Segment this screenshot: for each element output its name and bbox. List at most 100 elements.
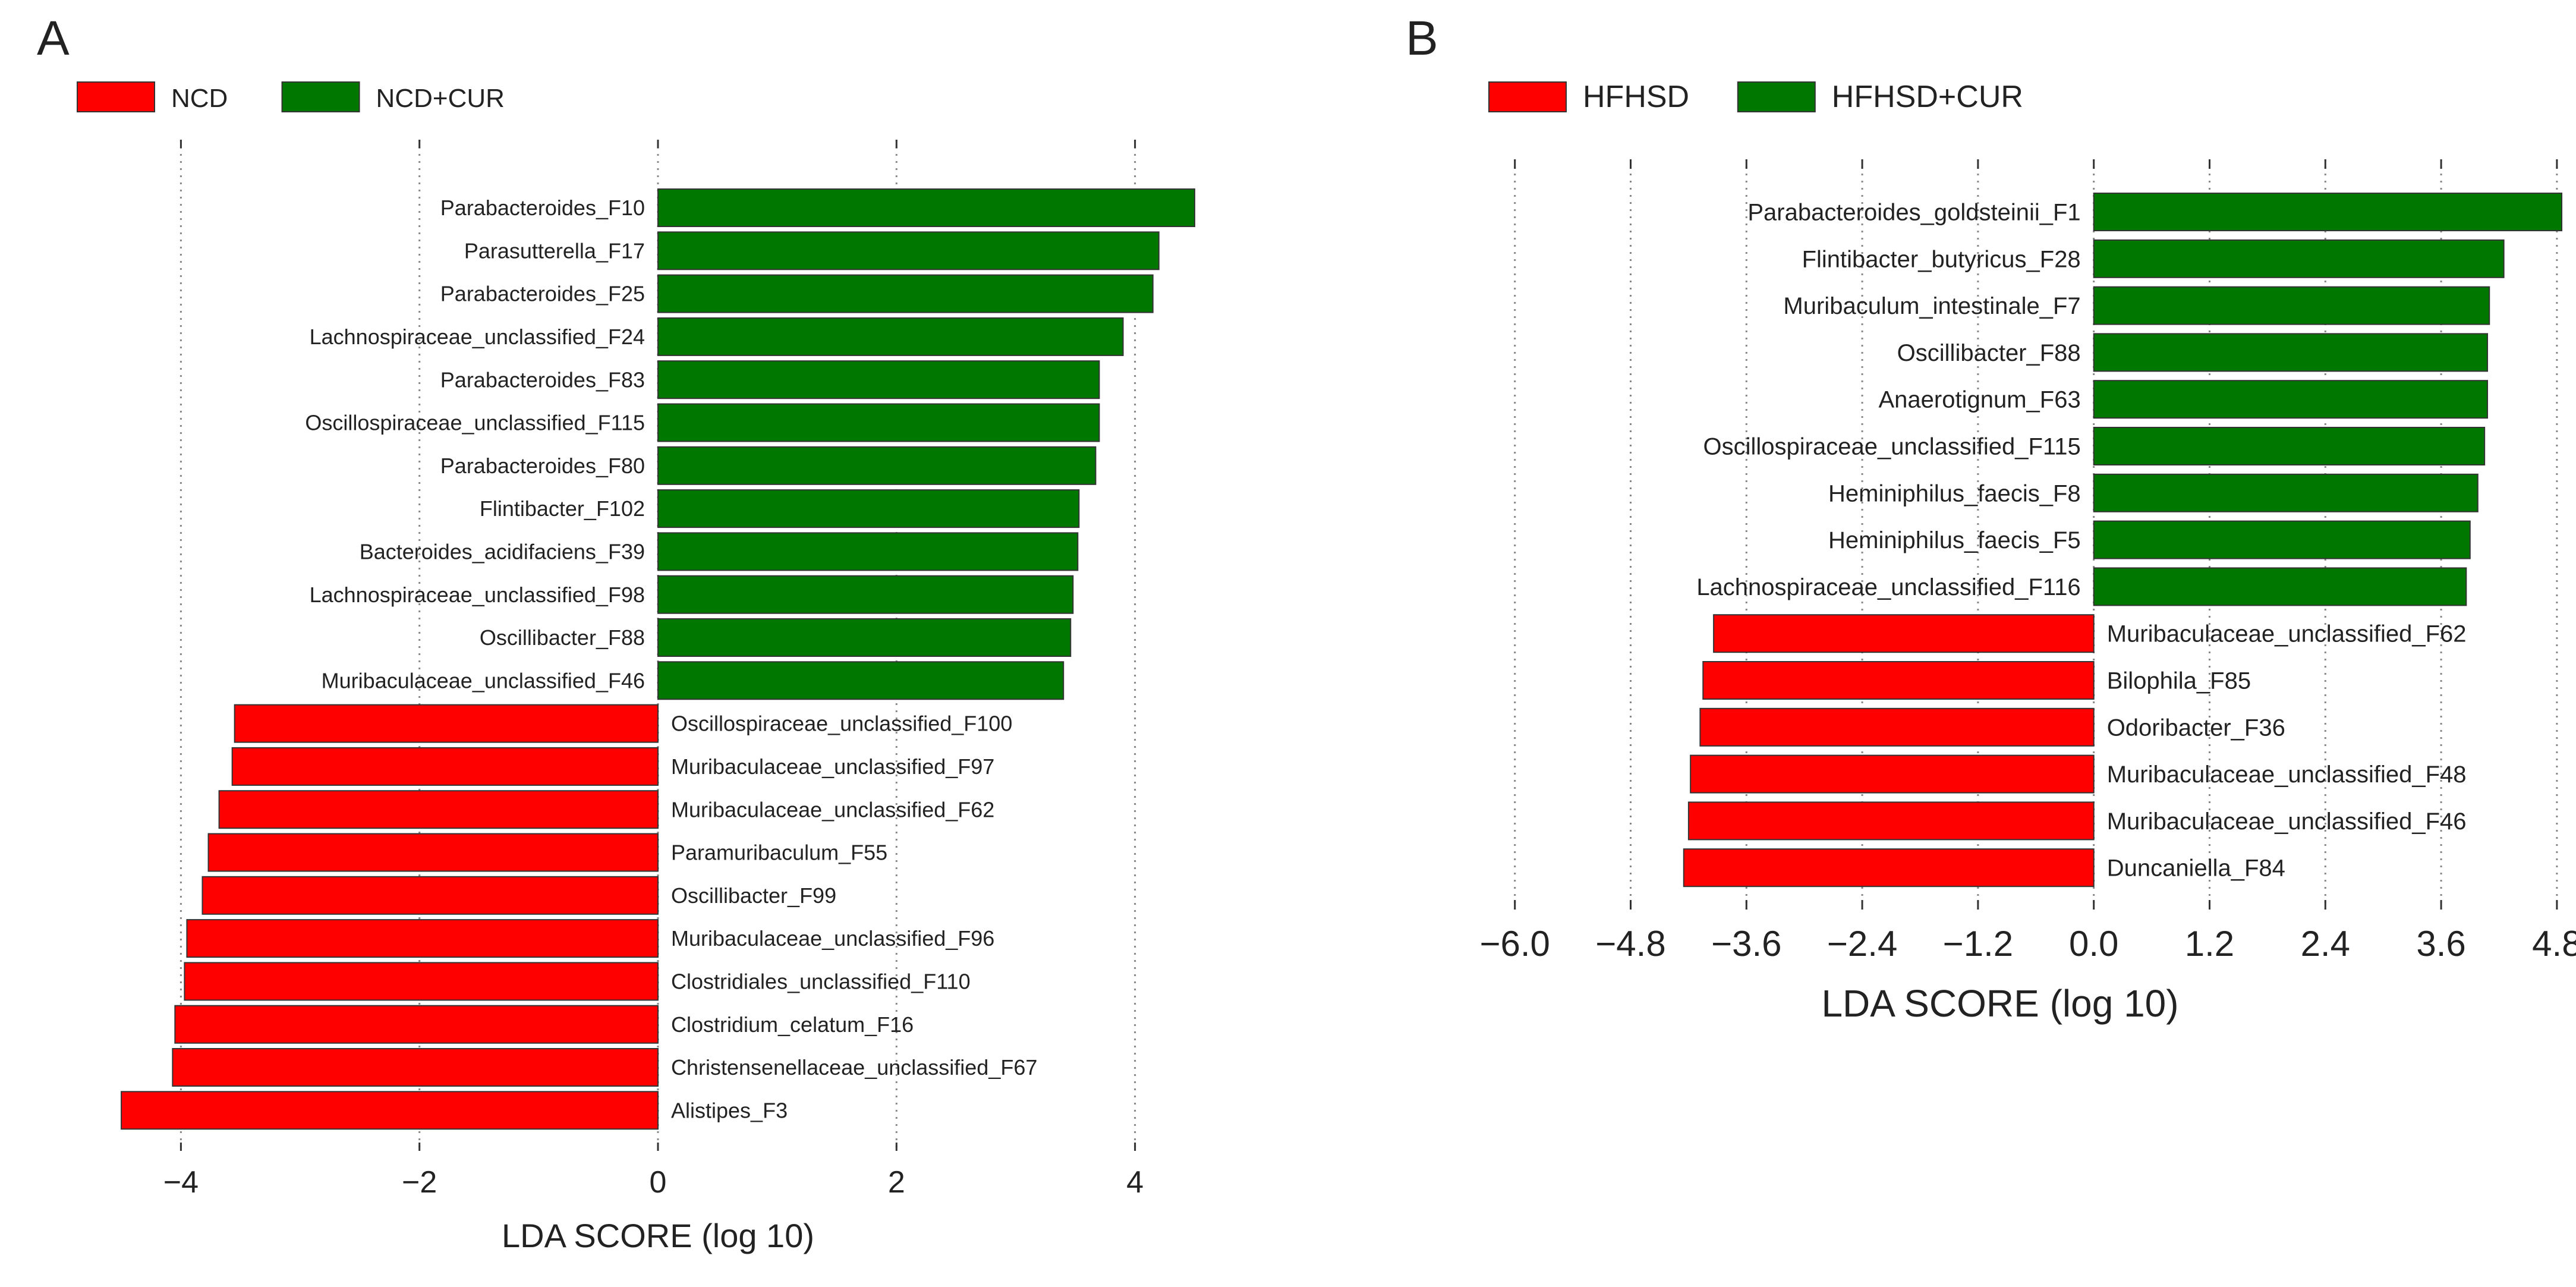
- legend-swatch: [77, 81, 155, 112]
- bar: [201, 876, 659, 915]
- bar: [2093, 286, 2490, 325]
- category-label: Parabacteroides_F83: [440, 367, 645, 392]
- category-label: Christensenellaceae_unclassified_F67: [671, 1055, 1037, 1080]
- category-label: Alistipes_F3: [671, 1098, 788, 1122]
- category-label: Parabacteroides_F10: [440, 196, 645, 220]
- category-label: Parabacteroides_goldsteinii_F1: [1747, 200, 2080, 226]
- category-label: Bilophila_F85: [2107, 668, 2251, 694]
- category-label: Parasutterella_F17: [464, 238, 645, 263]
- bar: [207, 833, 659, 872]
- category-label: Clostridiales_unclassified_F110: [671, 970, 971, 994]
- category-label: Flintibacter_butyricus_F28: [1802, 246, 2081, 272]
- category-label: Oscillospiraceae_unclassified_F115: [1703, 434, 2081, 460]
- category-label: Paramuribaculum_F55: [671, 841, 887, 865]
- category-label: Muribaculum_intestinale_F7: [1783, 293, 2080, 319]
- category-label: Clostridium_celatum_F16: [671, 1012, 914, 1037]
- category-label: Heminiphilus_faecis_F5: [1828, 527, 2081, 553]
- bar: [2093, 473, 2479, 512]
- category-label: Oscillibacter_F88: [1897, 340, 2081, 366]
- bar: [657, 274, 1154, 313]
- bar: [2093, 193, 2563, 231]
- legend: HFHSD HFHSD+CUR: [1488, 80, 2023, 114]
- category-label: Muribaculaceae_unclassified_F62: [2107, 621, 2467, 647]
- category-label: Muribaculaceae_unclassified_F62: [671, 797, 994, 822]
- x-tick-label: −6.0: [1479, 924, 1550, 964]
- bar: [2093, 427, 2486, 465]
- bar: [1683, 848, 2095, 888]
- x-tick-label: 0.0: [2069, 924, 2118, 964]
- legend-label: HFHSD+CUR: [1832, 80, 2023, 114]
- bar: [657, 661, 1065, 700]
- bar: [1690, 754, 2095, 794]
- bar: [172, 1048, 659, 1087]
- bar: [657, 317, 1124, 356]
- category-label: Muribaculaceae_unclassified_F97: [671, 754, 994, 779]
- bar: [657, 231, 1160, 270]
- x-tick-label: −2: [402, 1165, 437, 1200]
- bar: [657, 403, 1100, 442]
- category-label: Muribaculaceae_unclassified_F46: [2107, 808, 2467, 835]
- bar: [2093, 380, 2489, 419]
- category-label: Muribaculaceae_unclassified_F46: [322, 668, 645, 693]
- legend-swatch: [1737, 81, 1816, 112]
- bar: [657, 188, 1195, 227]
- panel-b: B HFHSD HFHSD+CUR −6.0 −4.8 −3.6 −2.4 −1.2 0.0 1.…: [1406, 11, 2576, 1025]
- category-label: Heminiphilus_faecis_F8: [1828, 480, 2081, 506]
- category-label: Lachnospiraceae_unclassified_F116: [1696, 574, 2080, 600]
- bar: [174, 1005, 659, 1044]
- category-label: Anaerotignum_F63: [1878, 387, 2080, 413]
- bar: [2093, 333, 2489, 372]
- category-label: Muribaculaceae_unclassified_F96: [671, 926, 994, 951]
- legend-label: NCD: [171, 84, 228, 113]
- x-tick-label: −1.2: [1943, 924, 2013, 964]
- bar: [2093, 567, 2467, 606]
- bar: [657, 446, 1097, 485]
- category-label: Muribaculaceae_unclassified_F48: [2107, 761, 2467, 788]
- category-label: Duncaniella_F84: [2107, 855, 2285, 882]
- category-label: Lachnospiraceae_unclassified_F24: [310, 325, 645, 349]
- category-label: Lachnospiraceae_unclassified_F98: [310, 583, 645, 607]
- x-tick-label: 4.8: [2532, 924, 2576, 964]
- bar: [218, 790, 659, 829]
- category-label: Oscillospiraceae_unclassified_F115: [305, 411, 645, 435]
- x-tick-label: 2.4: [2301, 924, 2350, 964]
- category-label: Odoribacter_F36: [2107, 715, 2285, 741]
- x-tick-label: −3.6: [1711, 924, 1781, 964]
- x-tick-label: −2.4: [1827, 924, 1897, 964]
- x-tick-label: 4: [1126, 1165, 1144, 1200]
- category-label: Oscillibacter_F88: [480, 625, 645, 650]
- bar: [2093, 239, 2505, 278]
- x-tick-label: 2: [888, 1165, 905, 1200]
- bar: [2093, 520, 2471, 559]
- x-tick-label: −4.8: [1595, 924, 1665, 964]
- legend-label: NCD+CUR: [376, 84, 505, 113]
- bar: [186, 919, 659, 958]
- x-tick-label: 3.6: [2416, 924, 2465, 964]
- bar: [1702, 661, 2095, 700]
- panel-letter: A: [37, 11, 70, 65]
- panel-letter: B: [1406, 11, 1438, 65]
- bar: [1699, 707, 2095, 747]
- bar: [657, 532, 1079, 571]
- bar: [121, 1091, 659, 1130]
- category-label: Bacteroides_acidifaciens_F39: [360, 540, 645, 564]
- bar: [657, 618, 1072, 657]
- legend-swatch: [1488, 81, 1567, 112]
- legend-swatch: [281, 81, 360, 112]
- x-tick-label: 0: [650, 1165, 667, 1200]
- category-label: Parabacteroides_F25: [440, 282, 645, 306]
- category-label: Parabacteroides_F80: [440, 454, 645, 478]
- legend-label: HFHSD: [1583, 80, 1689, 114]
- bar: [657, 360, 1100, 399]
- bar: [231, 747, 659, 786]
- bar: [184, 962, 659, 1001]
- x-axis-label: LDA SCORE (log 10): [502, 1217, 814, 1254]
- bar: [1713, 614, 2095, 653]
- x-tick-label: 1.2: [2185, 924, 2234, 964]
- x-tick-label: −4: [163, 1165, 199, 1200]
- legend: NCD NCD+CUR: [77, 81, 505, 113]
- category-label: Flintibacter_F102: [480, 496, 645, 521]
- category-label: Oscillospiraceae_unclassified_F100: [671, 712, 1012, 736]
- category-label: Oscillibacter_F99: [671, 883, 836, 908]
